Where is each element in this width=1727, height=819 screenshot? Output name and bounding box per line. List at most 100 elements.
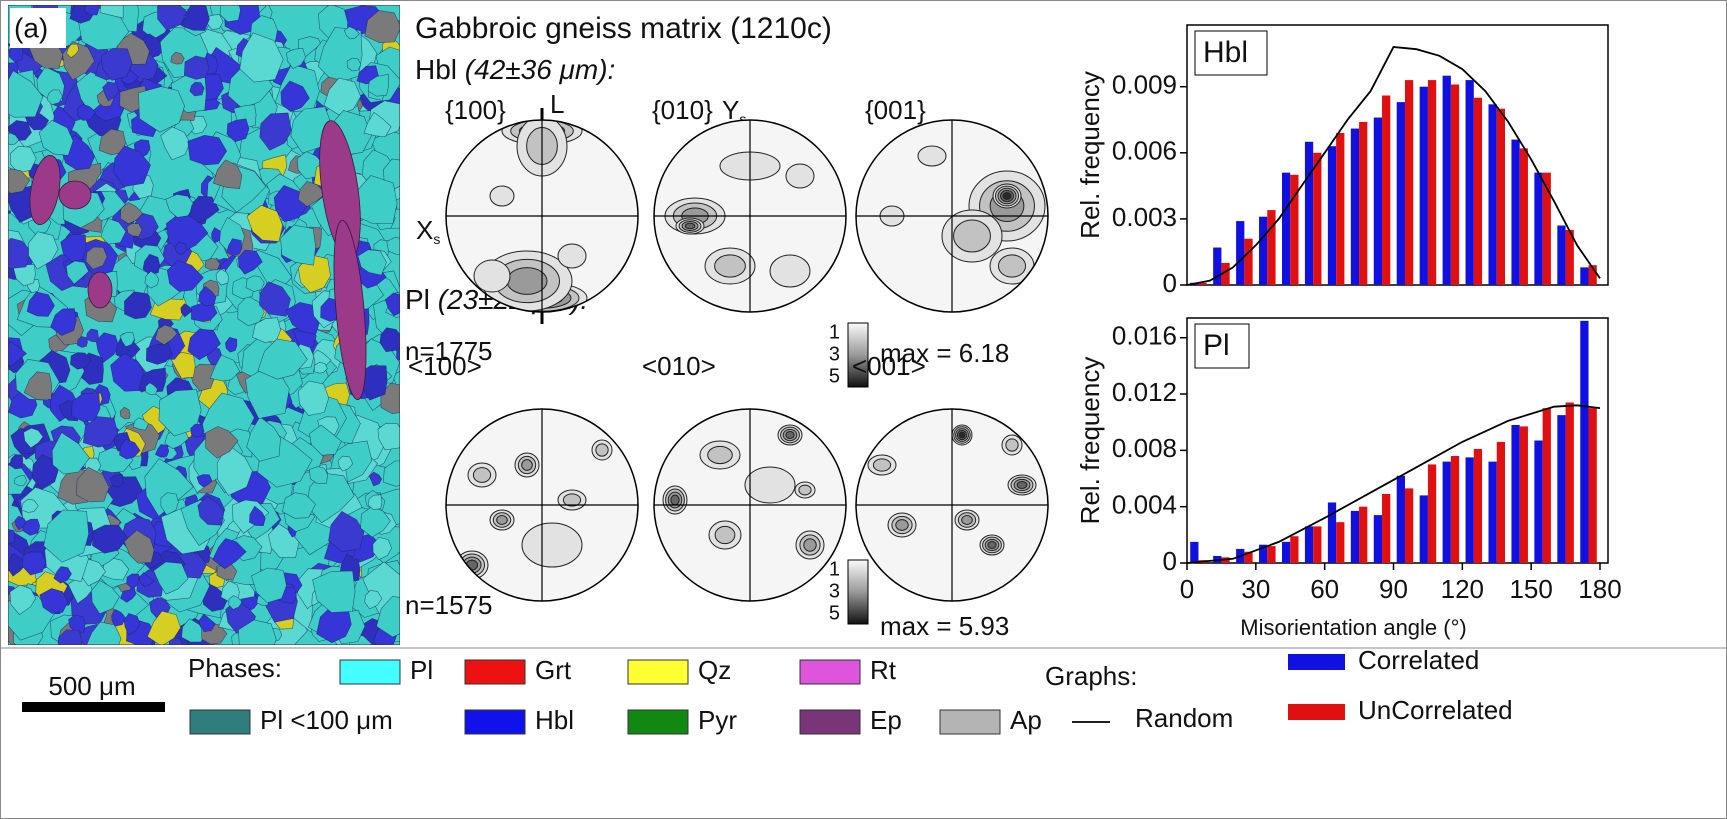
epidote-grain <box>59 181 91 209</box>
bar <box>1443 462 1451 563</box>
chart-title: Hbl <box>1203 36 1248 69</box>
bar <box>1213 248 1221 285</box>
contour-scale-label: 5 <box>829 602 840 624</box>
bar <box>1511 140 1519 285</box>
bar <box>1374 515 1382 563</box>
epidote-grain <box>88 272 112 308</box>
bar <box>1244 239 1252 285</box>
bar <box>1420 87 1428 285</box>
phase-swatch <box>340 660 400 684</box>
y-tick-label: 0.008 <box>1112 433 1177 463</box>
contour <box>954 220 991 252</box>
axis-subscript: s <box>433 231 440 247</box>
bar <box>1405 488 1413 563</box>
contour <box>988 542 996 549</box>
pf-phase-name: Pl <box>405 284 430 315</box>
contour <box>786 432 794 439</box>
bar <box>1305 526 1313 563</box>
y-tick-label: 0 <box>1163 268 1177 298</box>
pf-plane: {001} <box>865 95 926 125</box>
contour <box>962 516 973 525</box>
y-tick-label: 0.016 <box>1112 321 1177 351</box>
contour <box>715 255 746 277</box>
phase-swatch <box>628 710 688 734</box>
contour <box>466 560 477 570</box>
pf-max: max = 5.93 <box>880 611 1009 641</box>
phase-name: Qz <box>698 655 731 685</box>
phase-name: Hbl <box>535 705 574 735</box>
bar <box>1497 442 1505 563</box>
phase-name: Grt <box>535 655 572 685</box>
contour-scale-label: 3 <box>829 343 840 365</box>
bar <box>1359 507 1367 563</box>
grain <box>84 1 99 15</box>
axis-letter: X <box>416 215 433 245</box>
bar <box>1580 321 1588 563</box>
bar <box>1451 456 1459 563</box>
contour <box>786 164 814 188</box>
legend-label: Correlated <box>1358 645 1479 675</box>
contour <box>745 467 795 503</box>
bar <box>1451 84 1459 285</box>
bar <box>1580 267 1588 285</box>
y-tick-label: 0.006 <box>1112 136 1177 166</box>
pf-plane: {010} <box>652 95 713 125</box>
bar <box>1557 226 1565 285</box>
pf-phase-name: Hbl <box>415 54 457 85</box>
phase-swatch <box>465 710 525 734</box>
phase-swatch <box>940 710 1000 734</box>
contour-scale-label: 1 <box>829 558 840 580</box>
phase-swatch <box>628 660 688 684</box>
bar <box>1282 542 1290 563</box>
bar <box>1428 80 1436 285</box>
bar <box>1313 526 1321 563</box>
contour <box>522 460 533 471</box>
histograms: 00.0030.0060.009HblRel. frequency00.0040… <box>1075 25 1622 640</box>
legend-label: UnCorrelated <box>1358 695 1513 725</box>
pf-count: n=1575 <box>405 590 492 620</box>
contour-scale <box>848 560 868 624</box>
contour <box>474 260 510 292</box>
contour <box>799 485 811 495</box>
contour <box>918 146 946 166</box>
contour <box>596 444 608 456</box>
contour <box>490 186 514 206</box>
contour <box>473 468 490 483</box>
grain <box>347 58 361 71</box>
bar <box>1589 408 1597 563</box>
phase-name: Pl <100 μm <box>260 705 393 735</box>
bar <box>1374 118 1382 285</box>
scale-bar <box>22 702 165 712</box>
bar <box>1566 402 1574 563</box>
bar <box>1190 542 1198 563</box>
phase-swatch <box>800 710 860 734</box>
phase-swatch <box>190 710 250 734</box>
pf-plane: <100> <box>408 351 482 381</box>
bar <box>1382 96 1390 285</box>
bar <box>1520 148 1528 285</box>
bar <box>1488 462 1496 563</box>
phase-name: Pl <box>410 655 433 685</box>
pf-plane: <001> <box>852 351 926 381</box>
chart-title: Pl <box>1203 329 1230 362</box>
y-axis-label: Rel. frequency <box>1075 357 1105 525</box>
phase-name: Ep <box>870 705 902 735</box>
bar <box>1397 476 1405 563</box>
contour <box>671 495 679 505</box>
phase-swatch <box>800 660 860 684</box>
contour <box>770 255 810 287</box>
phase-name: Pyr <box>698 705 737 735</box>
bar <box>1290 536 1298 563</box>
y-tick-label: 0.009 <box>1112 70 1177 100</box>
contour <box>563 494 580 506</box>
contour <box>959 432 965 438</box>
bar <box>1543 408 1551 563</box>
bar <box>1420 495 1428 563</box>
pf-phase: Hbl (42±36 μm): <box>415 54 615 85</box>
bar <box>1236 221 1244 285</box>
contour <box>804 539 816 551</box>
legend-swatch <box>1288 704 1345 720</box>
bar <box>1328 146 1336 285</box>
bar <box>1351 511 1359 563</box>
x-tick-label: 120 <box>1441 574 1484 604</box>
